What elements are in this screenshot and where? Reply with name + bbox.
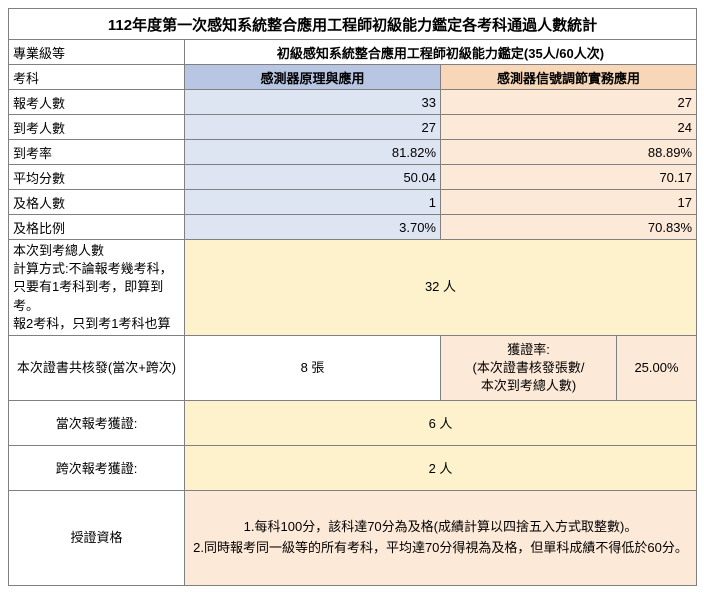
total-attend-value: 32 人 xyxy=(185,240,697,336)
cell: 27 xyxy=(441,90,697,115)
cell: 33 xyxy=(185,90,441,115)
cell: 17 xyxy=(441,190,697,215)
subject-2: 感測器信號調節實務應用 xyxy=(441,65,697,90)
cell: 70.17 xyxy=(441,165,697,190)
level-label: 專業級等 xyxy=(9,40,185,65)
row-label: 及格人數 xyxy=(9,190,185,215)
cell: 70.83% xyxy=(441,215,697,240)
cell: 3.70% xyxy=(185,215,441,240)
cert-cross-value: 2 人 xyxy=(185,445,697,490)
cert-rate-label: 獲證率: (本次證書核發張數/ 本次到考總人數) xyxy=(441,335,617,400)
cert-issue-label: 本次證書共核發(當次+跨次) xyxy=(9,335,185,400)
cell: 24 xyxy=(441,115,697,140)
level-value: 初級感知系統整合應用工程師初級能力鑑定(35人/60人次) xyxy=(185,40,697,65)
cert-cross-label: 跨次報考獲證: xyxy=(9,445,185,490)
cell: 1 xyxy=(185,190,441,215)
subject-label: 考科 xyxy=(9,65,185,90)
row-label: 報考人數 xyxy=(9,90,185,115)
row-label: 及格比例 xyxy=(9,215,185,240)
total-attend-label: 本次到考總人數 計算方式:不論報考幾考科，只要有1考科到考，即算到考。 報2考科… xyxy=(9,240,185,336)
stats-table: 112年度第一次感知系統整合應用工程師初級能力鑑定各考科通過人數統計 專業級等 … xyxy=(8,8,697,586)
cell: 50.04 xyxy=(185,165,441,190)
cell: 88.89% xyxy=(441,140,697,165)
qual-label: 授證資格 xyxy=(9,490,185,585)
cert-issue-value: 8 張 xyxy=(185,335,441,400)
cell: 81.82% xyxy=(185,140,441,165)
row-label: 平均分數 xyxy=(9,165,185,190)
cert-current-label: 當次報考獲證: xyxy=(9,400,185,445)
table-title: 112年度第一次感知系統整合應用工程師初級能力鑑定各考科通過人數統計 xyxy=(9,9,697,40)
cell: 27 xyxy=(185,115,441,140)
cert-rate-value: 25.00% xyxy=(617,335,697,400)
qual-text: 1.每科100分，該科達70分為及格(成績計算以四捨五入方式取整數)。 2.同時… xyxy=(185,490,697,585)
cert-current-value: 6 人 xyxy=(185,400,697,445)
row-label: 到考率 xyxy=(9,140,185,165)
row-label: 到考人數 xyxy=(9,115,185,140)
subject-1: 感測器原理與應用 xyxy=(185,65,441,90)
